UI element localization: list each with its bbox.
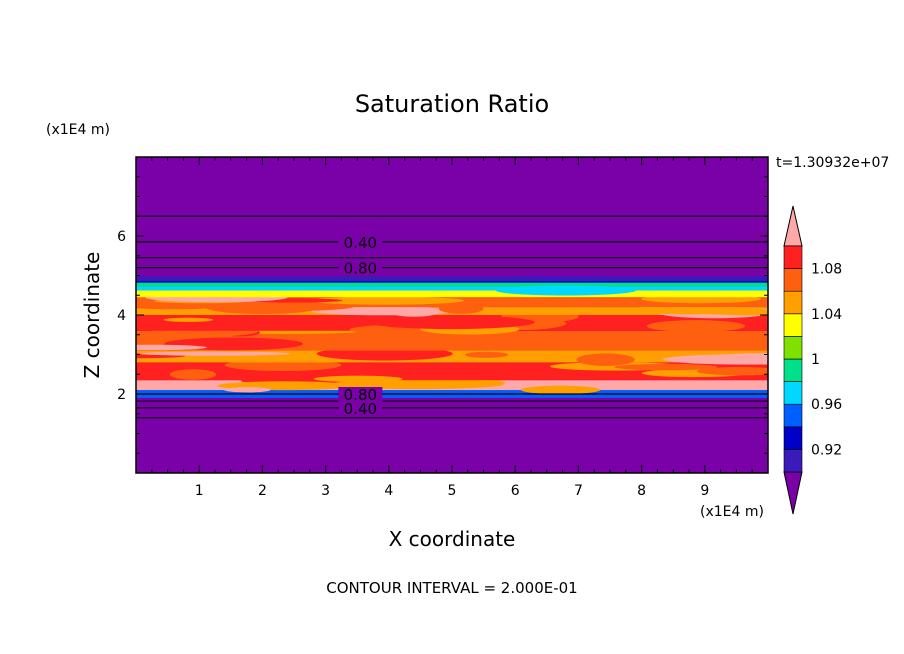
field-streak — [695, 309, 768, 316]
colorbar-segment — [783, 313, 803, 337]
field-streak — [211, 301, 355, 312]
field-streak — [576, 353, 635, 366]
chart-title: Saturation Ratio — [355, 90, 549, 118]
x-tick-label: 5 — [448, 483, 457, 499]
field-streak — [329, 379, 504, 390]
field-streak — [313, 375, 403, 383]
colorbar: 0.92 0.96 1 1.04 1.08 — [783, 205, 842, 515]
field-streak — [520, 385, 601, 395]
contour-label: 0.40 — [344, 400, 377, 418]
y-unit-label: (x1E4 m) — [46, 122, 110, 138]
contour-label-bg — [338, 260, 383, 275]
field-band — [136, 276, 768, 282]
colorbar-segment — [783, 449, 803, 473]
field-streak — [139, 351, 291, 356]
contour-label-bg — [338, 400, 383, 415]
y-tick-label: 4 — [117, 308, 126, 324]
x-tick-label: 9 — [700, 483, 709, 499]
x-unit-label: (x1E4 m) — [700, 504, 764, 520]
colorbar-segment — [783, 426, 803, 450]
field-streak — [696, 367, 768, 376]
colorbar-label: 1 — [811, 352, 820, 368]
y-axis-ticks: 2 4 6 — [117, 156, 768, 474]
colorbar-segment — [783, 403, 803, 428]
colorbar-segment — [783, 245, 803, 269]
x-tick-label: 8 — [637, 483, 646, 499]
colorbar-label: 1.08 — [811, 262, 842, 278]
field-streak — [307, 296, 465, 305]
field-streak — [169, 369, 217, 380]
colorbar-segment — [783, 358, 803, 382]
field-band — [136, 286, 768, 291]
colorbar-segment — [783, 336, 803, 360]
y-axis-label: Z coordinate — [80, 252, 104, 379]
contour-label: 0.80 — [344, 260, 377, 278]
field-band — [136, 350, 768, 363]
field-streak — [163, 317, 214, 322]
contour-label: 0.40 — [344, 234, 377, 252]
colorbar-segment — [783, 268, 803, 292]
colorbar-label: 1.04 — [811, 307, 842, 323]
x-tick-label: 6 — [511, 483, 520, 499]
field-lens — [495, 285, 636, 296]
colorbar-segment — [783, 381, 803, 405]
field-band — [136, 290, 768, 298]
saturation-field — [136, 157, 768, 473]
y-tick-label: 2 — [117, 387, 126, 403]
field-streak — [710, 353, 768, 362]
colorbar-top-arrow — [783, 205, 803, 247]
contour-label-bg — [338, 234, 383, 249]
colorbar-bottom-arrow — [783, 471, 803, 515]
contour-labels: 0.400.800.800.40 — [338, 234, 383, 418]
field-streak — [223, 387, 271, 393]
field-streak — [367, 315, 535, 330]
x-tick-label: 1 — [195, 483, 204, 499]
field-streak — [424, 338, 472, 343]
x-tick-label: 3 — [321, 483, 330, 499]
field-streak — [464, 351, 509, 358]
field-streak — [614, 363, 718, 371]
colorbar-label: 0.96 — [811, 397, 842, 413]
field-band — [136, 282, 768, 287]
colorbar-label: 0.92 — [811, 442, 842, 458]
field-streak — [646, 320, 746, 333]
contour-label: 0.80 — [344, 386, 377, 404]
field-streak — [310, 306, 456, 316]
colorbar-segment — [783, 290, 803, 315]
field-streak — [324, 343, 397, 350]
field-streak — [136, 344, 207, 351]
x-axis-label: X coordinate — [389, 527, 516, 551]
x-axis-ticks: 1 2 3 4 5 6 7 8 9 — [135, 157, 769, 499]
time-label: t=1.30932e+07 — [776, 155, 889, 171]
contour-label-bg — [338, 387, 383, 401]
x-tick-label: 7 — [574, 483, 583, 499]
contour-lines — [136, 215, 768, 419]
y-tick-label: 6 — [117, 229, 126, 245]
x-tick-label: 2 — [258, 483, 267, 499]
x-tick-label: 4 — [384, 483, 393, 499]
contour-interval-note: CONTOUR INTERVAL = 2.000E-01 — [326, 579, 577, 597]
